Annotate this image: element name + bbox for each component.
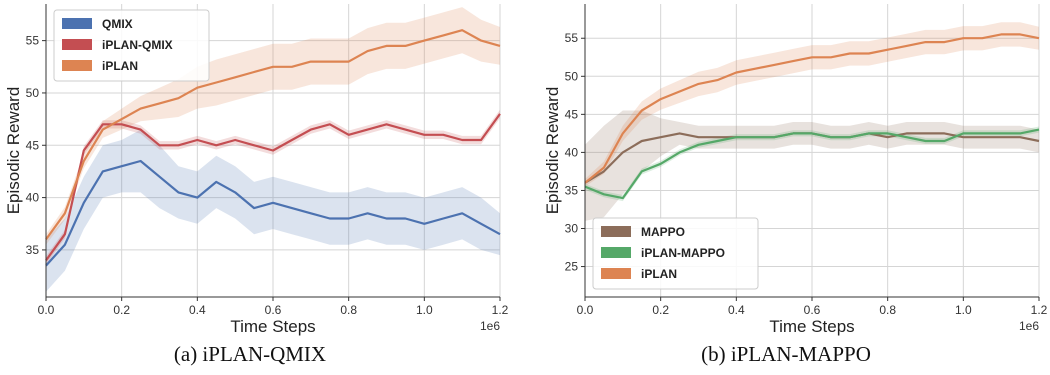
y-axis-label: Episodic Reward: [4, 87, 23, 215]
y-tick-label: 30: [565, 222, 579, 236]
x-tick-label: 0.6: [265, 303, 282, 317]
x-tick-label: 0.0: [38, 303, 55, 317]
chart-caption: (a) iPLAN-QMIX: [174, 342, 326, 366]
legend: QMIX iPLAN-QMIX iPLAN: [53, 9, 210, 82]
y-tick-label: 45: [26, 138, 40, 152]
y-tick-label: 35: [26, 243, 40, 257]
chart-caption: (b) iPLAN-MAPPO: [701, 342, 871, 366]
series-band-3: [46, 7, 500, 245]
chart-panel-1: 0.0 0.2 0.4 0.6 0.8 1.0 1.2 35 40 45 50 55 Time Step…: [4, 4, 509, 366]
x-tick-label: 0.0: [577, 303, 594, 317]
legend-label: QMIX: [102, 17, 133, 31]
x-tick-label: 0.8: [879, 303, 896, 317]
legend-label: iPLAN: [102, 59, 138, 73]
y-tick-label: 40: [565, 145, 579, 159]
legend-swatch: [601, 268, 631, 279]
series-line-2: [45, 113, 501, 262]
legend-label: iPLAN-MAPPO: [641, 246, 725, 260]
legend-swatch: [62, 39, 92, 50]
series-line-3: [45, 29, 501, 241]
chart-panel-2: 0.0 0.2 0.4 0.6 0.8 1.0 1.2 25 30 35 40 45 50 55 Time …: [543, 4, 1048, 366]
x-tick-label: 0.2: [113, 303, 130, 317]
legend-label: iPLAN-QMIX: [102, 38, 173, 52]
series-line-1: [45, 159, 501, 267]
y-axis-label: Episodic Reward: [543, 87, 562, 215]
series-band-2: [46, 109, 500, 265]
x-scale-multiplier: 1e6: [1019, 319, 1039, 333]
y-tick-label: 50: [565, 69, 579, 83]
x-tick-label: 0.6: [804, 303, 821, 317]
y-tick-label: 35: [565, 183, 579, 197]
x-tick-label: 1.2: [1031, 303, 1048, 317]
x-tick-label: 0.4: [189, 303, 206, 317]
x-tick-label: 1.0: [416, 303, 433, 317]
y-tick-label: 25: [565, 260, 579, 274]
series-band-1: [46, 129, 500, 292]
legend-swatch: [601, 247, 631, 258]
y-tick-label: 55: [565, 31, 579, 45]
y-tick-label: 50: [26, 86, 40, 100]
x-tick-label: 1.0: [955, 303, 972, 317]
x-axis-label: Time Steps: [769, 317, 854, 336]
legend-swatch: [62, 60, 92, 71]
series-band-3: [585, 22, 1039, 187]
x-scale-multiplier: 1e6: [480, 319, 500, 333]
y-tick-label: 55: [26, 34, 40, 48]
y-tick-label: 40: [26, 191, 40, 205]
x-tick-label: 1.2: [492, 303, 509, 317]
legend-swatch: [62, 18, 92, 29]
legend-box: [592, 217, 759, 290]
legend-box: [53, 9, 210, 82]
y-tick-label: 45: [565, 107, 579, 121]
legend: MAPPO iPLAN-MAPPO iPLAN: [592, 217, 759, 290]
legend-label: iPLAN: [641, 267, 677, 281]
series-line-2: [584, 128, 1040, 200]
x-tick-label: 0.2: [652, 303, 669, 317]
x-tick-label: 0.8: [340, 303, 357, 317]
legend-swatch: [601, 226, 631, 237]
legend-label: MAPPO: [641, 225, 685, 239]
x-axis-label: Time Steps: [230, 317, 315, 336]
x-tick-label: 0.4: [728, 303, 745, 317]
series-line-3: [584, 33, 1040, 184]
